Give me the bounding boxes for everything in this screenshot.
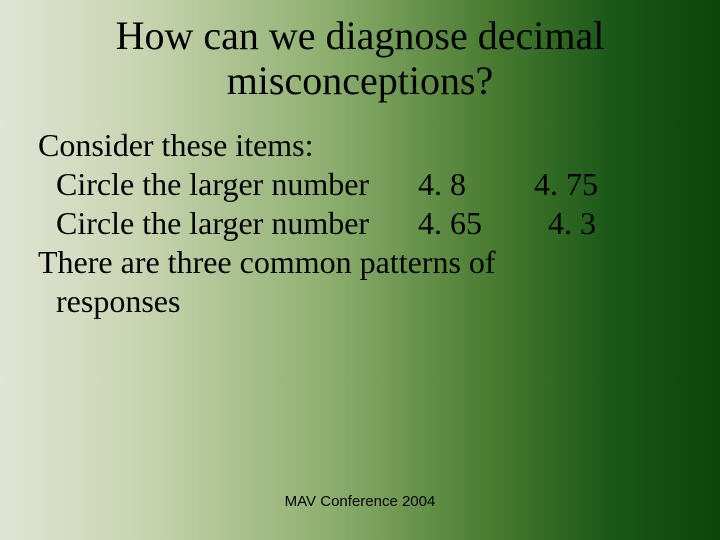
item-row-2: Circle the larger number 4. 65 4. 3 <box>38 204 690 243</box>
closing-line-1: There are three common patterns of <box>38 243 690 282</box>
slide-title: How can we diagnose decimal misconceptio… <box>0 0 720 104</box>
item-number-b: 4. 75 <box>534 165 598 204</box>
slide-body: Consider these items: Circle the larger … <box>0 104 720 321</box>
title-line-2: misconceptions? <box>227 58 494 103</box>
item-label: Circle the larger number <box>56 204 410 243</box>
title-line-1: How can we diagnose decimal <box>116 13 605 58</box>
intro-text: Consider these items: <box>38 126 690 165</box>
item-row-1: Circle the larger number 4. 8 4. 75 <box>38 165 690 204</box>
item-number-a: 4. 8 <box>418 165 526 204</box>
item-label: Circle the larger number <box>56 165 410 204</box>
item-number-b: 4. 3 <box>548 204 596 243</box>
item-number-a: 4. 65 <box>418 204 540 243</box>
closing-line-2: responses <box>38 282 690 321</box>
footer-text: MAV Conference 2004 <box>0 493 720 510</box>
slide: How can we diagnose decimal misconceptio… <box>0 0 720 540</box>
